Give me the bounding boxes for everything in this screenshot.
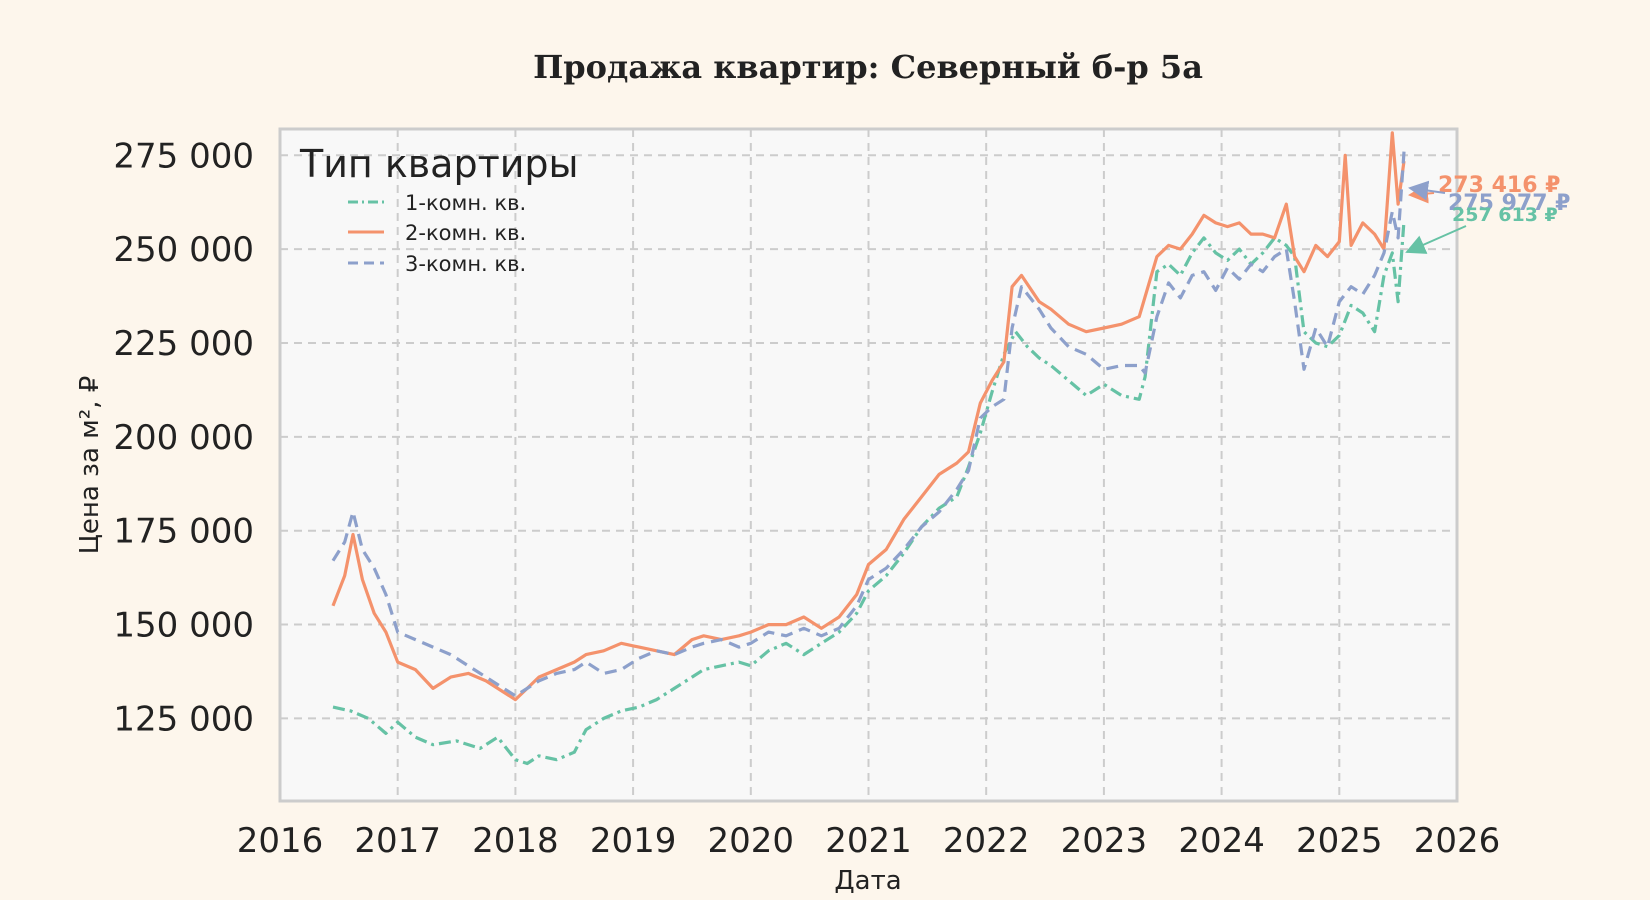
series-layer <box>331 131 1406 766</box>
x-tick-label: 2026 <box>1414 821 1501 861</box>
series-line-3 <box>331 151 1406 698</box>
x-tick-label: 2018 <box>472 821 559 861</box>
legend-label-1: 1-комн. кв. <box>405 191 526 215</box>
annotation-2room: 273 416 ₽ <box>1438 173 1560 198</box>
annotations: 273 416 ₽ 275 977 ₽ 257 613 ₽ <box>1405 173 1570 254</box>
series-line-1 <box>332 220 1406 766</box>
legend-label-3: 3-комн. кв. <box>405 252 526 276</box>
annotation-arrow-1room <box>1405 225 1467 254</box>
x-tick-label: 2016 <box>237 821 324 861</box>
series-line-2 <box>331 131 1406 702</box>
y-tick-label: 200 000 <box>113 418 254 458</box>
x-tick-label: 2020 <box>708 821 795 861</box>
y-tick-label: 250 000 <box>113 230 254 270</box>
y-axis-ticks: 125 000 150 000 175 000 200 000 225 000 250 0… <box>113 136 254 739</box>
x-axis-ticks: 2016 2017 2018 2019 2020 2021 2022 2023 2024 2025… <box>237 821 1501 861</box>
x-tick-label: 2024 <box>1178 821 1265 861</box>
x-tick-label: 2022 <box>943 821 1030 861</box>
y-tick-label: 225 000 <box>113 324 254 364</box>
y-tick-label: 175 000 <box>113 512 254 552</box>
legend-label-2: 2-комн. кв. <box>405 221 526 245</box>
legend-title: Тип квартиры <box>299 142 579 186</box>
x-axis-label: Дата <box>834 866 901 896</box>
y-axis-label: Цена за м², ₽ <box>75 376 105 555</box>
annotation-arrow-3room <box>1408 180 1446 201</box>
annotation-1room: 257 613 ₽ <box>1452 204 1558 226</box>
x-tick-label: 2023 <box>1061 821 1148 861</box>
x-tick-label: 2019 <box>590 821 677 861</box>
x-tick-label: 2025 <box>1296 821 1383 861</box>
y-tick-label: 150 000 <box>113 606 254 646</box>
chart-title: Продажа квартир: Северный б-р 5а <box>533 48 1203 86</box>
x-tick-label: 2017 <box>354 821 441 861</box>
y-tick-label: 275 000 <box>113 136 254 176</box>
y-tick-label: 125 000 <box>113 699 254 739</box>
x-tick-label: 2021 <box>825 821 912 861</box>
legend: Тип квартиры 1-комн. кв. 2-комн. кв. 3-к… <box>299 142 579 276</box>
annotation-3room: 275 977 ₽ <box>1448 191 1570 216</box>
